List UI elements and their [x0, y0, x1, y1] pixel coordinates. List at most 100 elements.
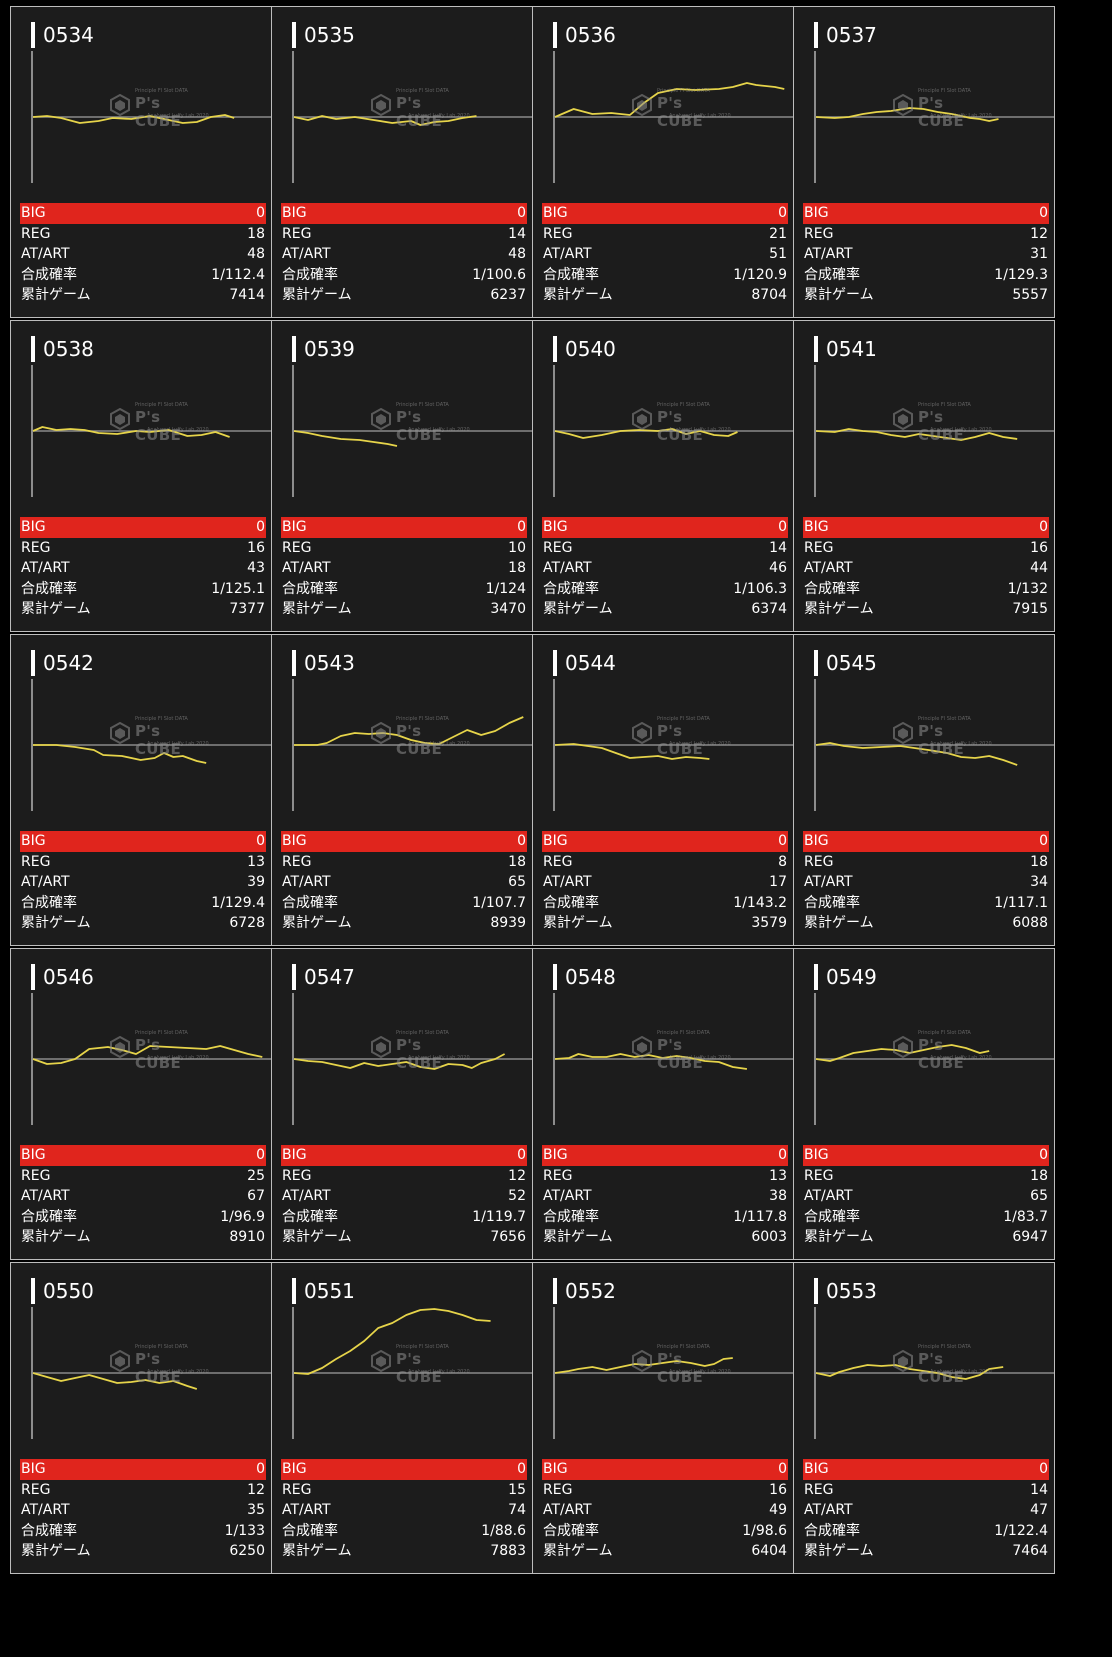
stat-label: REG — [804, 225, 834, 242]
machine-card-0544[interactable]: 0544 Principle Fl Slot DATA P's CUBE Analyz… — [532, 634, 794, 946]
stat-value: 1/122.4 — [994, 1522, 1048, 1539]
stat-value: 16 — [247, 539, 265, 556]
pscube-watermark: Principle Fl Slot DATA P's CUBE Analyzed L… — [892, 88, 992, 130]
slump-graph-svg — [553, 679, 793, 811]
stat-row-reg: REG 12 — [803, 224, 1049, 245]
stat-label: REG — [21, 1481, 51, 1498]
pscube-watermark: Principle Fl Slot DATA P's CUBE Analyzed L… — [631, 1344, 731, 1386]
machine-card-0549[interactable]: 0549 Principle Fl Slot DATA P's CUBE Analyz… — [793, 948, 1055, 1260]
watermark-bottom-line: Analyzed Luffy Lab.2020 — [669, 1369, 731, 1375]
machine-card-0550[interactable]: 0550 Principle Fl Slot DATA P's CUBE Analyz… — [10, 1262, 272, 1574]
stat-row-reg: REG 18 — [803, 1166, 1049, 1187]
stat-label: 累計ゲーム — [804, 915, 874, 932]
stat-value: 7883 — [490, 1543, 526, 1560]
stat-value: 46 — [769, 560, 787, 577]
machine-card-0552[interactable]: 0552 Principle Fl Slot DATA P's CUBE Analyz… — [532, 1262, 794, 1574]
stat-row-big: BIG 0 — [20, 1459, 266, 1480]
stat-row-reg: REG 16 — [803, 538, 1049, 559]
stat-value: 17 — [769, 874, 787, 891]
machine-card-0548[interactable]: 0548 Principle Fl Slot DATA P's CUBE Analyz… — [532, 948, 794, 1260]
stat-row-reg: REG 10 — [281, 538, 527, 559]
stat-row-at-art: AT/ART 31 — [803, 244, 1049, 265]
stat-value: 39 — [247, 874, 265, 891]
machine-card-0536[interactable]: 0536 Principle Fl Slot DATA P's CUBE Analyz… — [532, 6, 794, 318]
stat-value: 7915 — [1012, 601, 1048, 618]
machine-card-0546[interactable]: 0546 Principle Fl Slot DATA P's CUBE Analyz… — [10, 948, 272, 1260]
machine-card-0543[interactable]: 0543 Principle Fl Slot DATA P's CUBE Analyz… — [271, 634, 533, 946]
stats-table: BIG 0 REG 12 AT/ART 52 合成確率 1/119.7 累計ゲーム 7656 — [281, 1145, 527, 1248]
machine-card-0545[interactable]: 0545 Principle Fl Slot DATA P's CUBE Analyz… — [793, 634, 1055, 946]
machine-card-0547[interactable]: 0547 Principle Fl Slot DATA P's CUBE Analyz… — [271, 948, 533, 1260]
watermark-brand: P's CUBE — [918, 408, 965, 444]
stat-label: REG — [543, 225, 573, 242]
stat-row-reg: REG 13 — [542, 1166, 788, 1187]
watermark-bottom-line: Analyzed Luffy Lab.2020 — [408, 427, 470, 433]
stat-label: 累計ゲーム — [543, 601, 613, 618]
stat-label: AT/ART — [282, 246, 331, 263]
watermark-bottom-line: Analyzed Luffy Lab.2020 — [147, 1055, 209, 1061]
stat-row-total-games: 累計ゲーム 6088 — [803, 913, 1049, 934]
stat-row-combined-prob: 合成確率 1/112.4 — [20, 265, 266, 286]
stat-row-big: BIG 0 — [281, 517, 527, 538]
machine-title: 0548 — [553, 964, 616, 990]
stat-value: 18 — [1030, 853, 1048, 870]
stat-value: 0 — [778, 205, 787, 222]
stat-value: 16 — [1030, 539, 1048, 556]
machine-card-0538[interactable]: 0538 Principle Fl Slot DATA P's CUBE Analyz… — [10, 320, 272, 632]
slump-graph-svg — [31, 365, 271, 497]
title-accent-bar — [31, 336, 35, 362]
title-accent-bar — [814, 964, 818, 990]
stat-label: 合成確率 — [804, 1208, 860, 1225]
stat-value: 18 — [1030, 1167, 1048, 1184]
pscube-watermark: Principle Fl Slot DATA P's CUBE Analyzed L… — [109, 402, 209, 444]
machine-title: 0547 — [292, 964, 355, 990]
stat-row-total-games: 累計ゲーム 7883 — [281, 1541, 527, 1562]
machine-card-0534[interactable]: 0534 Principle Fl Slot DATA P's CUBE Analyz… — [10, 6, 272, 318]
stat-value: 7414 — [229, 287, 265, 304]
watermark-brand: P's CUBE — [657, 94, 704, 130]
watermark-bottom-line: Analyzed Luffy Lab.2020 — [147, 113, 209, 119]
stat-value: 0 — [778, 519, 787, 536]
machine-card-0553[interactable]: 0553 Principle Fl Slot DATA P's CUBE Analyz… — [793, 1262, 1055, 1574]
stat-row-big: BIG 0 — [803, 517, 1049, 538]
stat-row-big: BIG 0 — [803, 203, 1049, 224]
watermark-bottom-line: Analyzed Luffy Lab.2020 — [930, 1055, 992, 1061]
stat-value: 18 — [508, 560, 526, 577]
stats-table: BIG 0 REG 18 AT/ART 65 合成確率 1/107.7 累計ゲーム 8939 — [281, 831, 527, 934]
stat-value: 0 — [1039, 1461, 1048, 1478]
machine-card-0537[interactable]: 0537 Principle Fl Slot DATA P's CUBE Analyz… — [793, 6, 1055, 318]
stat-label: 合成確率 — [282, 266, 338, 283]
machine-card-0539[interactable]: 0539 Principle Fl Slot DATA P's CUBE Analyz… — [271, 320, 533, 632]
watermark-brand: P's CUBE — [918, 1036, 965, 1072]
stat-value: 0 — [1039, 833, 1048, 850]
machine-number: 0549 — [826, 965, 877, 989]
stat-label: AT/ART — [804, 246, 853, 263]
stat-row-at-art: AT/ART 65 — [803, 1186, 1049, 1207]
stat-value: 0 — [1039, 205, 1048, 222]
stat-value: 6947 — [1012, 1229, 1048, 1246]
pscube-watermark: Principle Fl Slot DATA P's CUBE Analyzed L… — [631, 1030, 731, 1072]
machine-card-0541[interactable]: 0541 Principle Fl Slot DATA P's CUBE Analyz… — [793, 320, 1055, 632]
stat-label: 合成確率 — [21, 580, 77, 597]
machine-card-0535[interactable]: 0535 Principle Fl Slot DATA P's CUBE Analyz… — [271, 6, 533, 318]
machine-card-0542[interactable]: 0542 Principle Fl Slot DATA P's CUBE Analyz… — [10, 634, 272, 946]
slump-line — [294, 716, 524, 746]
stat-row-combined-prob: 合成確率 1/132 — [803, 579, 1049, 600]
stat-row-at-art: AT/ART 18 — [281, 558, 527, 579]
machine-title: 0544 — [553, 650, 616, 676]
stat-value: 0 — [517, 519, 526, 536]
machine-card-0540[interactable]: 0540 Principle Fl Slot DATA P's CUBE Analyz… — [532, 320, 794, 632]
stat-value: 6237 — [490, 287, 526, 304]
stat-label: AT/ART — [543, 246, 592, 263]
machine-number: 0541 — [826, 337, 877, 361]
stat-label: 累計ゲーム — [804, 1543, 874, 1560]
stat-label: REG — [543, 1481, 573, 1498]
machine-card-0551[interactable]: 0551 Principle Fl Slot DATA P's CUBE Analyz… — [271, 1262, 533, 1574]
watermark-top-line: Principle Fl Slot DATA — [657, 402, 710, 408]
watermark-bottom-line: Analyzed Luffy Lab.2020 — [930, 1369, 992, 1375]
cube-logo-icon — [893, 722, 913, 744]
title-accent-bar — [292, 22, 296, 48]
stat-row-reg: REG 18 — [281, 852, 527, 873]
stats-table: BIG 0 REG 13 AT/ART 38 合成確率 1/117.8 累計ゲーム 6003 — [542, 1145, 788, 1248]
stat-value: 0 — [1039, 1147, 1048, 1164]
